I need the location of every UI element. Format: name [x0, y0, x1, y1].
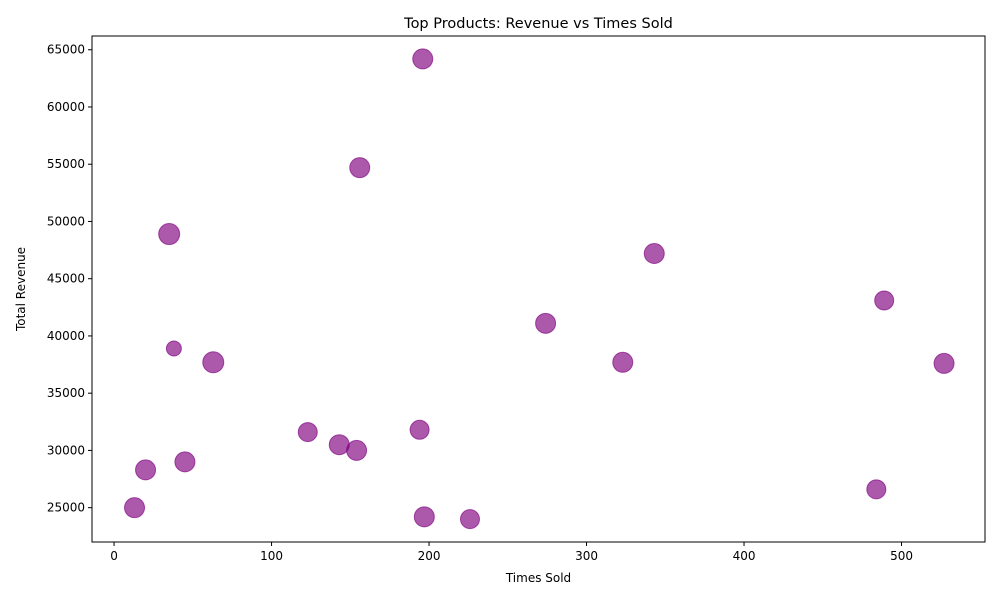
- y-tick-label: 30000: [47, 443, 85, 457]
- data-point: [165, 340, 182, 357]
- x-tick-label: 300: [575, 549, 598, 563]
- data-point: [413, 506, 435, 528]
- x-axis-label: Times Sold: [505, 571, 571, 585]
- y-tick-label: 50000: [47, 214, 85, 228]
- data-point: [612, 351, 634, 373]
- data-point: [933, 352, 955, 374]
- data-points: [124, 48, 955, 530]
- data-point: [643, 243, 665, 265]
- data-point: [866, 479, 887, 500]
- x-tick-label: 0: [110, 549, 118, 563]
- plot-area: [92, 36, 985, 542]
- y-tick-label: 65000: [47, 43, 85, 57]
- chart-title: Top Products: Revenue vs Times Sold: [403, 16, 673, 32]
- y-tick-label: 60000: [47, 100, 85, 114]
- x-tick-label: 200: [418, 549, 441, 563]
- plot-frame: [91, 35, 986, 543]
- data-point: [535, 312, 557, 334]
- data-point: [412, 48, 434, 70]
- y-tick-label: 40000: [47, 329, 85, 343]
- data-point: [409, 419, 430, 440]
- y-axis-label: Total Revenue: [14, 247, 28, 332]
- y-tick-label: 35000: [47, 386, 85, 400]
- data-point: [135, 459, 157, 481]
- x-axis-ticks: 0 100 200 300 400 500: [110, 542, 913, 563]
- data-point: [297, 422, 318, 443]
- data-point: [124, 497, 146, 519]
- x-tick-label: 500: [890, 549, 913, 563]
- data-point: [174, 451, 196, 473]
- y-tick-label: 25000: [47, 501, 85, 515]
- y-tick-label: 45000: [47, 272, 85, 286]
- data-point: [459, 509, 480, 530]
- x-tick-label: 100: [260, 549, 283, 563]
- data-point: [202, 351, 225, 374]
- data-point: [349, 157, 371, 179]
- data-point: [346, 439, 368, 461]
- y-tick-label: 55000: [47, 157, 85, 171]
- y-axis-ticks: 25000 30000 35000 40000 45000 50000 55000 60000…: [47, 43, 92, 515]
- data-point: [874, 290, 895, 311]
- data-point: [158, 223, 181, 246]
- x-tick-label: 400: [733, 549, 756, 563]
